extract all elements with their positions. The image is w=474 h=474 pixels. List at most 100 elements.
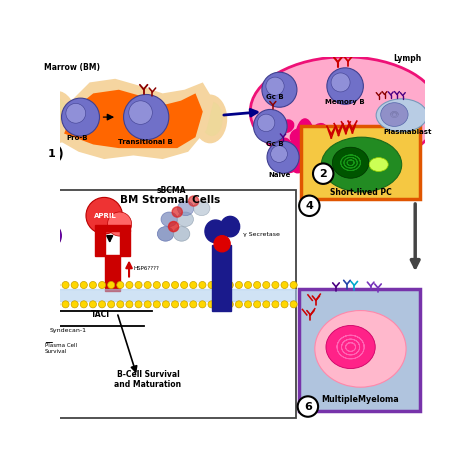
Ellipse shape: [381, 103, 408, 127]
Circle shape: [331, 73, 350, 92]
FancyBboxPatch shape: [44, 190, 296, 418]
Circle shape: [199, 301, 206, 308]
Ellipse shape: [301, 134, 316, 163]
Circle shape: [266, 77, 284, 95]
Ellipse shape: [193, 201, 210, 216]
Circle shape: [172, 207, 182, 217]
Text: MultipleMyeloma: MultipleMyeloma: [321, 395, 399, 404]
Text: B-Cell Survival
and Maturation: B-Cell Survival and Maturation: [114, 370, 182, 389]
Circle shape: [217, 301, 224, 308]
Ellipse shape: [326, 326, 375, 369]
Circle shape: [135, 282, 142, 289]
Text: γ Secretase: γ Secretase: [243, 232, 280, 237]
Text: Plasma Cell
Survival: Plasma Cell Survival: [45, 344, 77, 354]
Circle shape: [129, 101, 152, 124]
Ellipse shape: [221, 216, 240, 237]
Circle shape: [99, 282, 106, 289]
Circle shape: [226, 282, 233, 289]
Circle shape: [62, 98, 100, 136]
Circle shape: [257, 114, 275, 132]
Text: 1: 1: [47, 149, 55, 159]
Circle shape: [189, 196, 199, 206]
Text: Memory B: Memory B: [325, 100, 364, 105]
Circle shape: [327, 68, 364, 104]
Ellipse shape: [177, 212, 193, 227]
Circle shape: [126, 282, 133, 289]
Ellipse shape: [161, 212, 177, 227]
Circle shape: [117, 301, 124, 308]
Circle shape: [254, 301, 261, 308]
Circle shape: [281, 301, 288, 308]
Circle shape: [108, 301, 115, 308]
Circle shape: [153, 301, 160, 308]
Circle shape: [281, 282, 288, 289]
Circle shape: [99, 301, 106, 308]
Ellipse shape: [276, 138, 290, 151]
Circle shape: [181, 282, 188, 289]
Polygon shape: [64, 90, 203, 148]
Circle shape: [190, 301, 197, 308]
Text: Syndecan-1: Syndecan-1: [49, 328, 86, 333]
Ellipse shape: [177, 201, 194, 216]
FancyBboxPatch shape: [300, 289, 420, 411]
Circle shape: [124, 94, 169, 140]
Bar: [46, 235, 57, 283]
Circle shape: [245, 282, 252, 289]
Ellipse shape: [315, 310, 406, 387]
Circle shape: [144, 301, 151, 308]
Circle shape: [108, 212, 132, 236]
Circle shape: [199, 282, 206, 289]
Circle shape: [262, 72, 297, 107]
Circle shape: [53, 301, 60, 308]
Circle shape: [298, 396, 318, 417]
Circle shape: [236, 282, 242, 289]
Circle shape: [299, 196, 319, 216]
Circle shape: [172, 301, 179, 308]
Text: 2: 2: [319, 169, 327, 179]
Circle shape: [86, 197, 122, 234]
Text: 6: 6: [304, 401, 312, 411]
Text: Gc B: Gc B: [266, 141, 284, 147]
Text: Marrow (BM): Marrow (BM): [44, 64, 100, 73]
Ellipse shape: [291, 129, 309, 146]
Text: Naive: Naive: [268, 172, 291, 178]
Ellipse shape: [280, 120, 294, 132]
Ellipse shape: [321, 137, 401, 192]
Circle shape: [236, 301, 242, 308]
Circle shape: [62, 282, 69, 289]
Text: Gc B: Gc B: [266, 94, 284, 100]
Ellipse shape: [313, 124, 327, 136]
Circle shape: [71, 282, 78, 289]
FancyBboxPatch shape: [301, 126, 420, 199]
Circle shape: [290, 282, 297, 289]
Ellipse shape: [41, 224, 61, 247]
Circle shape: [208, 282, 215, 289]
Circle shape: [41, 143, 62, 164]
Text: ─: ─: [45, 337, 52, 347]
Ellipse shape: [292, 152, 310, 166]
Text: sBCMA: sBCMA: [157, 186, 186, 195]
Circle shape: [272, 301, 279, 308]
Circle shape: [271, 146, 287, 163]
Ellipse shape: [295, 119, 315, 170]
Text: APRIL: APRIL: [93, 213, 116, 219]
Ellipse shape: [38, 91, 75, 143]
Ellipse shape: [283, 160, 297, 173]
Text: HSP6????: HSP6????: [133, 266, 159, 272]
Circle shape: [53, 282, 60, 289]
Text: Plasmablast: Plasmablast: [383, 129, 431, 135]
Ellipse shape: [173, 227, 190, 241]
Circle shape: [226, 301, 233, 308]
Circle shape: [108, 282, 115, 289]
Ellipse shape: [250, 57, 440, 166]
Ellipse shape: [157, 227, 174, 241]
Circle shape: [267, 141, 299, 173]
Bar: [212, 245, 231, 310]
Text: 4: 4: [305, 201, 313, 211]
Circle shape: [190, 282, 197, 289]
Circle shape: [254, 282, 261, 289]
Circle shape: [263, 301, 270, 308]
Circle shape: [272, 282, 279, 289]
Circle shape: [245, 301, 252, 308]
Text: Lymph: Lymph: [393, 54, 422, 63]
